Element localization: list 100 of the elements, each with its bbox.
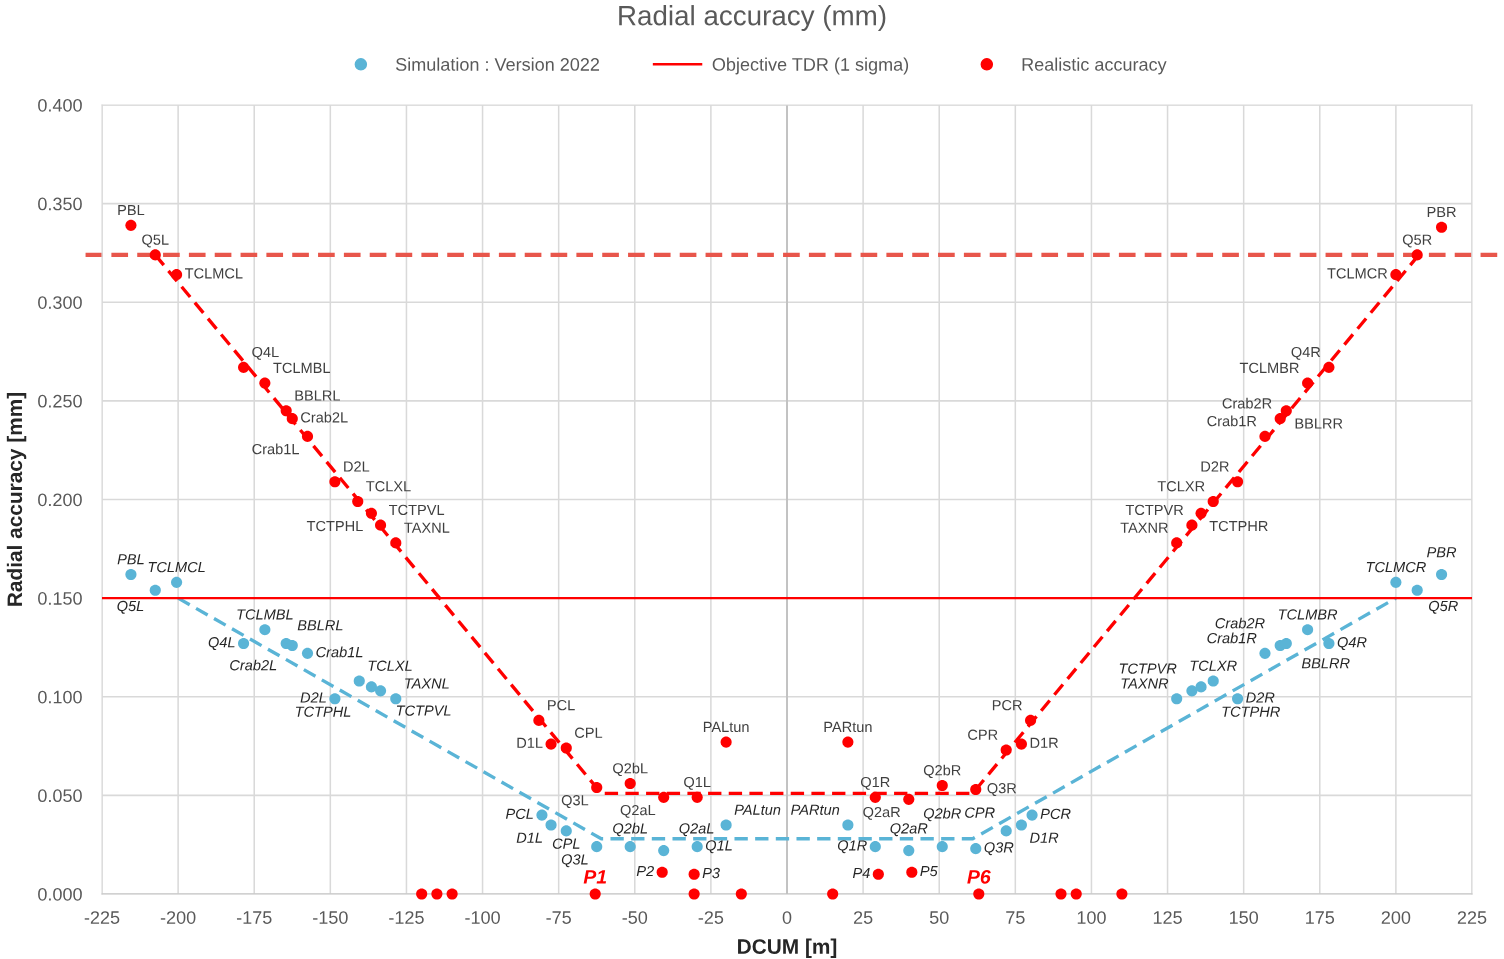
point <box>1171 693 1183 705</box>
data-label: Q3R <box>987 783 1017 796</box>
point <box>365 507 377 519</box>
point <box>1232 693 1244 705</box>
y-tick-label: 0.400 <box>38 98 82 112</box>
data-label: CPR <box>965 807 995 818</box>
data-label: D2L <box>344 461 370 472</box>
data-label: TCLMBL <box>237 609 293 620</box>
data-label: P6 <box>967 869 991 884</box>
data-label: PARtun <box>824 721 872 733</box>
point <box>390 537 402 549</box>
data-label: D1R <box>1029 832 1059 843</box>
point <box>125 219 137 231</box>
data-label: BBLRR <box>1301 658 1350 669</box>
point <box>842 819 854 831</box>
data-label: P3 <box>702 867 720 879</box>
point <box>365 681 377 693</box>
point <box>1015 738 1027 750</box>
data-label: PBL <box>118 205 145 216</box>
point <box>658 845 670 857</box>
point <box>842 736 854 748</box>
point <box>624 841 636 853</box>
data-label: CPL <box>575 727 603 738</box>
data-label: D2R <box>1246 692 1275 703</box>
data-label: Q5L <box>117 600 144 614</box>
point <box>286 413 298 425</box>
point <box>1323 637 1335 650</box>
data-label: Q4L <box>208 637 235 651</box>
point <box>656 866 668 878</box>
point <box>301 647 314 659</box>
point <box>970 843 982 855</box>
y-tick-label: 0.050 <box>38 789 82 803</box>
data-label: Q2bR <box>923 807 961 822</box>
data-label: TCLXL <box>368 660 412 671</box>
point <box>1259 430 1271 442</box>
x-tick-label: -25 <box>698 911 724 924</box>
point <box>903 793 915 805</box>
point <box>688 888 700 900</box>
point <box>1070 888 1082 900</box>
data-label: Crab1R <box>1207 632 1257 644</box>
point <box>1302 377 1314 389</box>
point <box>533 714 545 726</box>
data-label: Q4L <box>252 346 279 360</box>
data-label: P1 <box>583 870 607 884</box>
data-label: Q1R <box>837 840 867 854</box>
data-label: P2 <box>636 865 654 877</box>
point <box>1195 507 1207 519</box>
point <box>149 584 161 596</box>
point <box>238 361 250 373</box>
data-label: Q3L <box>561 854 588 868</box>
data-label: TCTPHL <box>295 706 351 717</box>
data-label: Q2bL <box>613 822 648 837</box>
point <box>906 866 918 878</box>
data-label: TCTPVR <box>1119 663 1177 674</box>
point <box>536 809 548 821</box>
x-tick-label: 0 <box>782 911 792 924</box>
y-tick-label: 0.000 <box>38 887 82 901</box>
x-tick-label: -225 <box>84 911 120 924</box>
point <box>352 495 364 508</box>
point <box>589 888 601 900</box>
x-tick-label: 150 <box>1229 911 1259 924</box>
x-tick-label: 75 <box>1006 911 1025 924</box>
data-label: TCLMCR <box>1327 268 1388 279</box>
y-axis-title: Radial accuracy [mm] <box>6 392 27 606</box>
point <box>591 841 603 853</box>
data-label: PALtun <box>734 804 781 815</box>
point <box>1436 221 1448 233</box>
data-label: TAXNR <box>1121 678 1169 689</box>
point <box>1000 744 1012 756</box>
data-label: Crab2R <box>1215 617 1265 629</box>
data-label: PCL <box>505 808 533 820</box>
data-label: Q5L <box>142 234 169 248</box>
data-label: Crab1L <box>252 443 299 455</box>
point <box>1280 637 1292 650</box>
point <box>1207 675 1219 687</box>
point <box>390 693 402 705</box>
data-label: PBL <box>117 554 144 565</box>
point <box>259 377 271 389</box>
x-tick-label: -175 <box>236 911 272 924</box>
data-label: D2R <box>1201 461 1229 472</box>
x-tick-label: -125 <box>389 911 424 924</box>
data-label: TCLMCL <box>185 268 243 279</box>
data-label: Q1R <box>860 776 890 790</box>
data-label: PBR <box>1427 547 1457 558</box>
data-label: P5 <box>920 866 938 877</box>
point <box>720 736 732 748</box>
point <box>688 868 700 880</box>
point <box>936 779 948 792</box>
point <box>329 476 341 488</box>
data-label: BBLRL <box>297 620 343 631</box>
data-label: Crab1L <box>316 646 363 658</box>
data-label: Q4R <box>1291 346 1321 360</box>
data-label: D1R <box>1030 737 1059 748</box>
data-label: TCLMCR <box>1366 561 1426 573</box>
data-label: TCTPHR <box>1222 706 1280 717</box>
point <box>658 791 670 803</box>
point <box>1390 269 1402 281</box>
point <box>691 791 703 803</box>
point <box>1195 681 1207 693</box>
point <box>431 888 443 900</box>
